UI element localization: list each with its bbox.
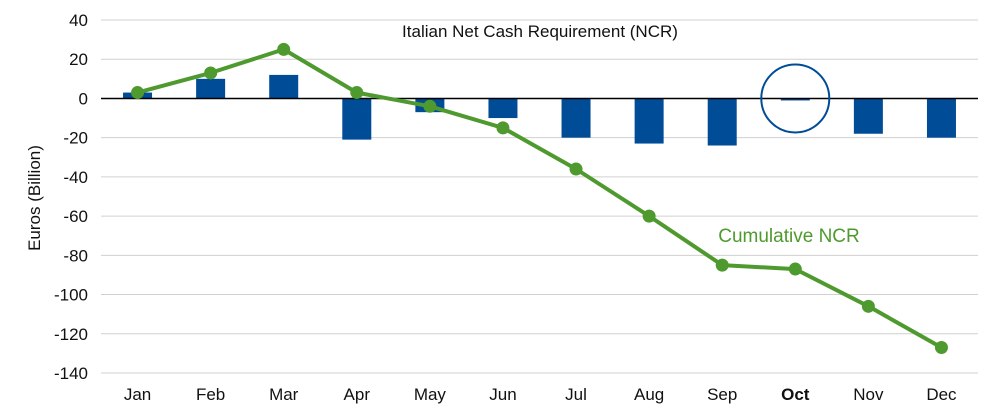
y-tick-label: -40 — [63, 168, 88, 187]
cumulative-point-may — [423, 99, 437, 113]
bar-oct — [780, 98, 810, 101]
y-tick-label: -60 — [63, 207, 88, 226]
bar-jun — [488, 98, 518, 119]
x-tick-label-may: May — [414, 385, 447, 404]
bar-dec — [926, 98, 956, 138]
highlight-layer — [760, 63, 831, 134]
y-tick-label: -140 — [54, 364, 88, 383]
cumulative-point-mar — [277, 42, 291, 56]
x-tick-label-apr: Apr — [344, 385, 371, 404]
y-axis-ticks: 40 20 0 -20 -40 -60 -80 -100 -120 -140 — [54, 11, 88, 383]
bar-apr — [342, 98, 372, 140]
cumulative-ncr-line — [136, 47, 943, 350]
y-axis-title: Euros (Billion) — [25, 145, 44, 251]
cumulative-point-feb — [204, 66, 218, 80]
x-tick-label-oct: Oct — [781, 385, 810, 404]
chart-title: Italian Net Cash Requirement (NCR) — [402, 22, 678, 41]
cumulative-point-jul — [569, 162, 583, 176]
cumulative-point-jun — [496, 121, 510, 135]
x-tick-label-dec: Dec — [926, 385, 957, 404]
cumulative-ncr-annotation: Cumulative NCR — [718, 226, 859, 247]
x-tick-label-nov: Nov — [853, 385, 884, 404]
cumulative-point-dec — [934, 341, 948, 355]
x-tick-label-mar: Mar — [269, 385, 299, 404]
bar-aug — [634, 98, 664, 144]
bar-mar — [269, 74, 299, 99]
y-tick-label: -80 — [63, 246, 88, 265]
x-tick-label-jul: Jul — [565, 385, 587, 404]
y-tick-label: -100 — [54, 286, 88, 305]
x-tick-label-jun: Jun — [489, 385, 516, 404]
cumulative-line-layer — [131, 42, 948, 355]
bar-jul — [561, 98, 591, 138]
cumulative-point-aug — [642, 209, 656, 223]
x-tick-label-jan: Jan — [124, 385, 151, 404]
grid-layer — [101, 19, 978, 374]
y-tick-label: -120 — [54, 325, 88, 344]
highlight-circle-oct — [760, 63, 831, 134]
x-tick-label-sep: Sep — [707, 385, 737, 404]
bar-feb — [196, 78, 226, 99]
x-tick-label-aug: Aug — [634, 385, 664, 404]
cumulative-point-jan — [131, 86, 145, 100]
y-tick-label: 0 — [79, 89, 88, 108]
cumulative-point-nov — [861, 299, 875, 313]
bar-nov — [853, 98, 883, 134]
cumulative-point-apr — [350, 86, 364, 100]
x-axis-ticks: Jan Feb Mar Apr May Jun Jul Aug Sep Oct Nov Dec — [124, 385, 957, 404]
y-tick-label: -20 — [63, 129, 88, 148]
y-tick-label: 40 — [69, 11, 88, 30]
cumulative-point-oct — [788, 262, 802, 276]
bars-layer — [123, 74, 956, 146]
x-tick-label-feb: Feb — [196, 385, 225, 404]
bar-sep — [707, 98, 737, 146]
y-tick-label: 20 — [69, 50, 88, 69]
cumulative-point-sep — [715, 258, 729, 272]
